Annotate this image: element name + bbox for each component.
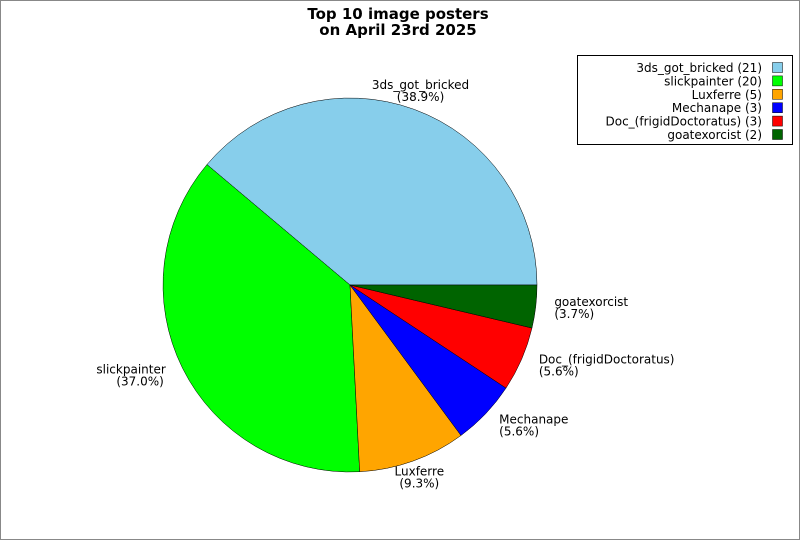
chart-title: Top 10 image posters <box>307 5 488 23</box>
legend-label: Doc_(frigidDoctoratus) (3) <box>606 115 763 129</box>
legend-box <box>577 55 793 145</box>
legend-label: Luxferre (5) <box>692 88 762 102</box>
slice-value-label: (38.9%) <box>397 90 444 104</box>
slice-value-label: (3.7%) <box>554 307 594 321</box>
legend-label: goatexorcist (2) <box>667 128 762 142</box>
slice-label: Luxferre <box>395 465 445 479</box>
pie-slice <box>349 284 538 329</box>
legend-label: Mechanape (3) <box>672 101 762 115</box>
slice-value-label: (37.0%) <box>116 375 163 389</box>
slice-label: Mechanape <box>499 413 568 427</box>
slice-label: goatexorcist <box>554 295 628 309</box>
pie-slice <box>206 97 538 286</box>
slice-label: 3ds_got_bricked <box>372 78 469 92</box>
legend-swatch <box>772 62 783 73</box>
legend-label: slickpainter (20) <box>664 74 762 88</box>
chart-title: on April 23rd 2025 <box>319 21 476 39</box>
legend-swatch <box>772 89 783 100</box>
slice-value-label: (9.3%) <box>399 477 439 491</box>
legend-swatch <box>772 129 783 140</box>
pie-slice <box>162 164 360 473</box>
legend-label: 3ds_got_bricked (21) <box>636 61 762 75</box>
legend-swatch <box>772 102 783 113</box>
slice-label: slickpainter <box>96 363 165 377</box>
slice-label: Doc_(frigidDoctoratus) <box>539 353 675 367</box>
slice-value-label: (5.6%) <box>539 365 579 379</box>
pie-slice <box>349 284 462 473</box>
legend-swatch <box>772 75 783 87</box>
slice-value-label: (5.6%) <box>499 425 539 439</box>
legend-swatch <box>772 115 783 127</box>
